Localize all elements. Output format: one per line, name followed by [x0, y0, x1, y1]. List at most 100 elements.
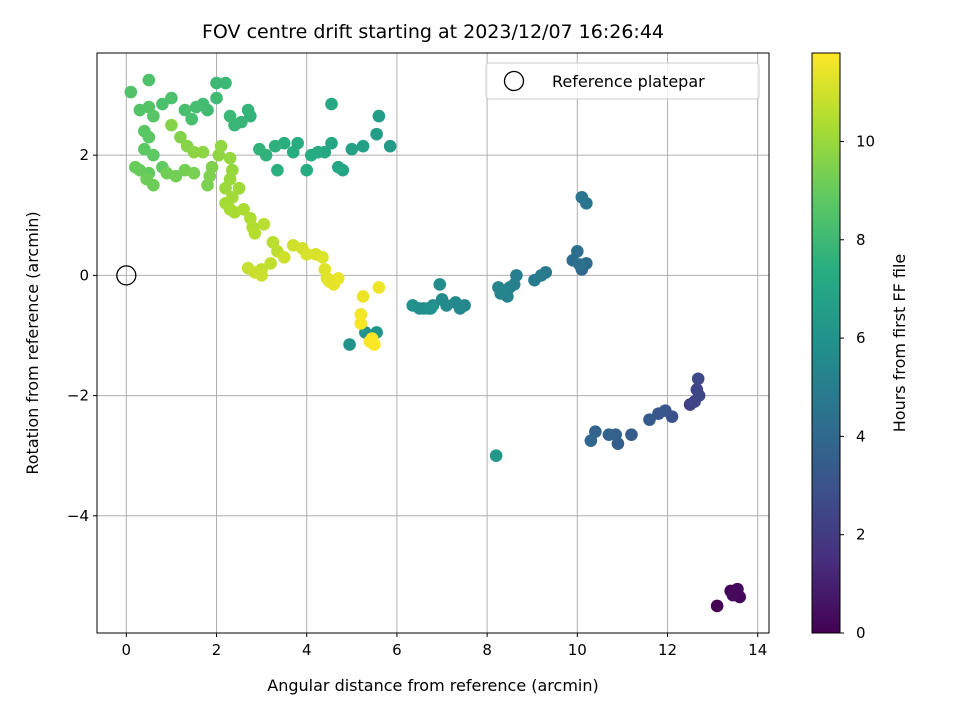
x-tick-label: 0	[122, 641, 132, 659]
data-point	[205, 160, 219, 174]
x-tick-label: 10	[568, 641, 587, 659]
x-tick-label: 14	[748, 641, 767, 659]
data-point	[345, 142, 359, 156]
data-point	[147, 148, 160, 162]
data-point	[710, 599, 724, 613]
data-point	[237, 202, 250, 216]
data-point	[489, 449, 503, 462]
data-point	[232, 181, 246, 195]
y-tick-label: −2	[67, 387, 89, 405]
data-point	[325, 97, 338, 111]
y-axis-ticks: −4 −2 0 2	[67, 146, 97, 525]
data-point	[424, 302, 438, 315]
x-axis-ticks: 0 2 4 6 8 10 12 14	[122, 633, 767, 659]
colorbar-tick-label: 8	[856, 231, 866, 249]
data-point	[268, 139, 282, 153]
data-point	[138, 142, 151, 156]
data-point	[343, 338, 356, 351]
colorbar-tick-label: 2	[856, 526, 866, 544]
data-point	[356, 139, 370, 153]
legend-box	[485, 62, 760, 100]
data-point	[433, 278, 447, 291]
x-tick-label: 6	[392, 641, 402, 659]
data-point	[264, 257, 277, 270]
colorbar-tick-label: 6	[856, 329, 866, 347]
data-point	[354, 308, 368, 321]
grid-lines	[97, 53, 769, 633]
data-point	[147, 109, 160, 123]
data-point	[185, 112, 199, 126]
data-point	[584, 434, 598, 447]
scatter-points	[124, 73, 746, 613]
data-point	[140, 172, 153, 186]
data-point	[241, 103, 255, 117]
data-point	[435, 293, 449, 306]
data-point	[219, 76, 232, 90]
data-point	[178, 103, 192, 117]
legend-reference-marker	[503, 70, 525, 92]
data-point	[210, 91, 223, 105]
colorbar-gradient	[811, 52, 841, 634]
legend-entry-reference-platepar: Reference platepar	[552, 72, 705, 91]
data-point	[187, 145, 201, 159]
legend: Reference platepar	[485, 62, 760, 100]
data-point	[643, 413, 656, 426]
chart-title: FOV centre drift starting at 2023/12/07 …	[202, 21, 664, 43]
data-point	[496, 284, 510, 297]
colorbar: 0 2 4 6 8 10 Hours from first FF file	[811, 52, 909, 642]
x-axis-label: Angular distance from reference (arcmin)	[267, 676, 598, 695]
y-tick-label: 2	[79, 146, 89, 164]
data-point	[189, 100, 203, 114]
reference-platepar-marker	[116, 265, 137, 286]
data-point	[300, 163, 314, 177]
colorbar-tick-label: 4	[856, 427, 866, 445]
data-point	[219, 181, 232, 195]
data-point	[142, 130, 156, 144]
data-point	[257, 217, 271, 231]
data-point	[210, 76, 223, 90]
y-tick-label: −4	[67, 507, 89, 525]
data-point	[573, 258, 586, 271]
data-point	[726, 588, 740, 602]
data-point	[580, 196, 593, 210]
y-axis-label: Rotation from reference (arcmin)	[23, 211, 42, 474]
data-point	[223, 109, 237, 123]
data-point	[223, 151, 237, 165]
x-tick-label: 4	[302, 641, 312, 659]
data-point	[165, 118, 178, 132]
data-point	[165, 91, 178, 105]
data-point	[124, 85, 138, 99]
data-point	[304, 148, 318, 162]
data-point	[602, 428, 616, 441]
data-point	[625, 428, 638, 441]
plot-frame	[96, 52, 770, 634]
data-point	[214, 139, 228, 153]
data-point	[286, 145, 300, 159]
colorbar-tick-label: 10	[856, 132, 875, 150]
data-point	[528, 273, 541, 287]
data-point	[187, 166, 201, 180]
x-tick-label: 2	[212, 641, 222, 659]
data-point	[652, 407, 665, 420]
data-point	[142, 73, 156, 87]
colorbar-tick-label: 0	[856, 624, 866, 642]
data-point	[174, 130, 187, 144]
data-point	[692, 389, 706, 402]
data-point	[129, 160, 142, 174]
data-point	[363, 335, 377, 348]
data-point	[354, 317, 368, 330]
data-point	[325, 136, 338, 150]
data-point	[169, 169, 183, 183]
data-point	[277, 251, 291, 264]
data-point	[253, 142, 266, 156]
data-point	[156, 97, 169, 111]
reference-marker	[116, 265, 137, 286]
data-point	[372, 281, 386, 294]
colorbar-ticks: 0 2 4 6 8 10	[840, 132, 875, 642]
data-point	[300, 248, 314, 261]
data-point	[248, 227, 262, 240]
x-tick-label: 12	[658, 641, 677, 659]
data-point	[571, 245, 584, 258]
data-point	[691, 372, 705, 386]
